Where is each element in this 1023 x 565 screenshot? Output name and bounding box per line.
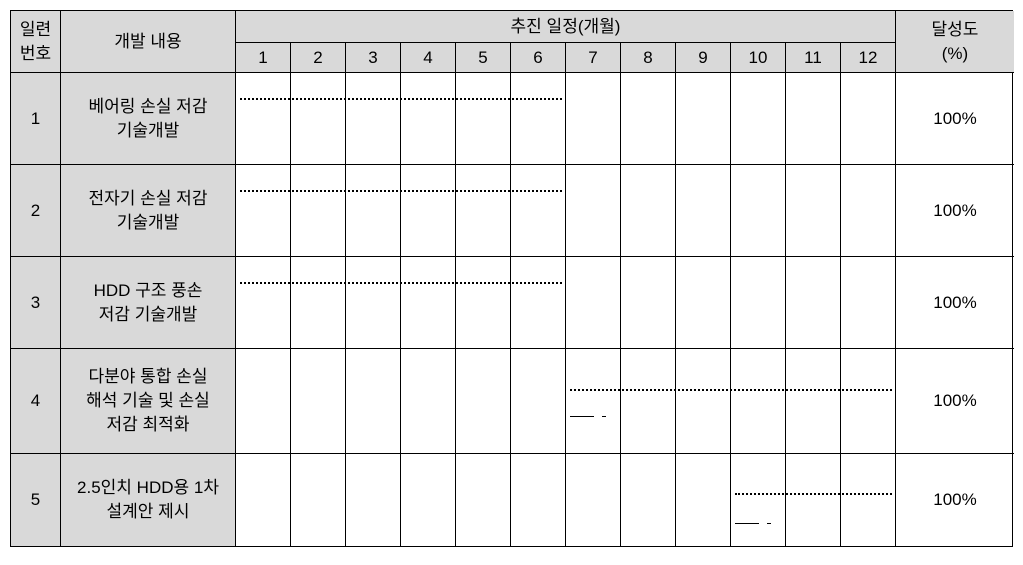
table-row: 4다분야 통합 손실해석 기술 및 손실저감 최적화 100% — [11, 349, 1012, 454]
row-description: 다분야 통합 손실해석 기술 및 손실저감 최적화 — [61, 349, 236, 454]
gantt-cell — [236, 349, 896, 454]
header-content: 개발 내용 — [61, 11, 236, 73]
gantt-bar-dashdot — [240, 135, 507, 138]
header-achievement: 달성도(%) — [896, 11, 1014, 73]
header-month-1: 1 — [236, 43, 291, 73]
row-achievement: 100% — [896, 454, 1014, 546]
row-description: 전자기 손실 저감기술개발 — [61, 165, 236, 257]
header-month-12: 12 — [841, 43, 896, 73]
header-month-3: 3 — [346, 43, 401, 73]
header-schedule-label: 추진 일정(개월) — [511, 15, 621, 39]
header-month-9: 9 — [676, 43, 731, 73]
header-month-10: 10 — [731, 43, 786, 73]
header-schedule: 추진 일정(개월) — [236, 11, 896, 43]
gantt-cell — [236, 257, 896, 349]
header-month-5: 5 — [456, 43, 511, 73]
gantt-bar-dashdot — [240, 227, 507, 230]
gantt-cell — [236, 454, 896, 546]
row-description: 베어링 손실 저감기술개발 — [61, 73, 236, 165]
table-row: 52.5인치 HDD용 1차설계안 제시 100% — [11, 454, 1012, 546]
row-number: 2 — [11, 165, 61, 257]
gantt-bar-dashdot — [735, 520, 892, 523]
gantt-bar-dashdot — [570, 413, 892, 416]
row-achievement: 100% — [896, 165, 1014, 257]
schedule-table: 일련번호 개발 내용 추진 일정(개월) 123456789101112 달성도… — [10, 10, 1013, 547]
header-month-2: 2 — [291, 43, 346, 73]
table-row: 3HDD 구조 풍손저감 기술개발 100% — [11, 257, 1012, 349]
row-achievement: 100% — [896, 349, 1014, 454]
header-row-1: 일련번호 개발 내용 추진 일정(개월) 123456789101112 달성도… — [11, 11, 1012, 73]
header-months-row: 123456789101112 — [236, 43, 896, 73]
header-month-6: 6 — [511, 43, 566, 73]
gantt-cell — [236, 165, 896, 257]
gantt-bar-dotted — [240, 98, 562, 100]
header-month-4: 4 — [401, 43, 456, 73]
header-month-7: 7 — [566, 43, 621, 73]
row-number: 1 — [11, 73, 61, 165]
header-achievement-label: 달성도(%) — [932, 18, 979, 66]
row-number: 4 — [11, 349, 61, 454]
row-achievement: 100% — [896, 73, 1014, 165]
gantt-bar-dotted — [570, 389, 892, 391]
row-achievement: 100% — [896, 257, 1014, 349]
row-description: HDD 구조 풍손저감 기술개발 — [61, 257, 236, 349]
row-number: 3 — [11, 257, 61, 349]
header-serial: 일련번호 — [11, 11, 61, 73]
header-month-8: 8 — [621, 43, 676, 73]
header-month-11: 11 — [786, 43, 841, 73]
gantt-bar-dashdot — [240, 319, 507, 322]
header-content-label: 개발 내용 — [114, 30, 181, 54]
gantt-bar-dotted — [240, 190, 562, 192]
gantt-bar-dotted — [240, 282, 562, 284]
gantt-bar-dotted — [735, 493, 892, 495]
header-serial-label: 일련번호 — [20, 18, 51, 66]
row-number: 5 — [11, 454, 61, 546]
table-row: 1베어링 손실 저감기술개발 100% — [11, 73, 1012, 165]
gantt-cell — [236, 73, 896, 165]
row-description: 2.5인치 HDD용 1차설계안 제시 — [61, 454, 236, 546]
table-row: 2전자기 손실 저감기술개발 100% — [11, 165, 1012, 257]
